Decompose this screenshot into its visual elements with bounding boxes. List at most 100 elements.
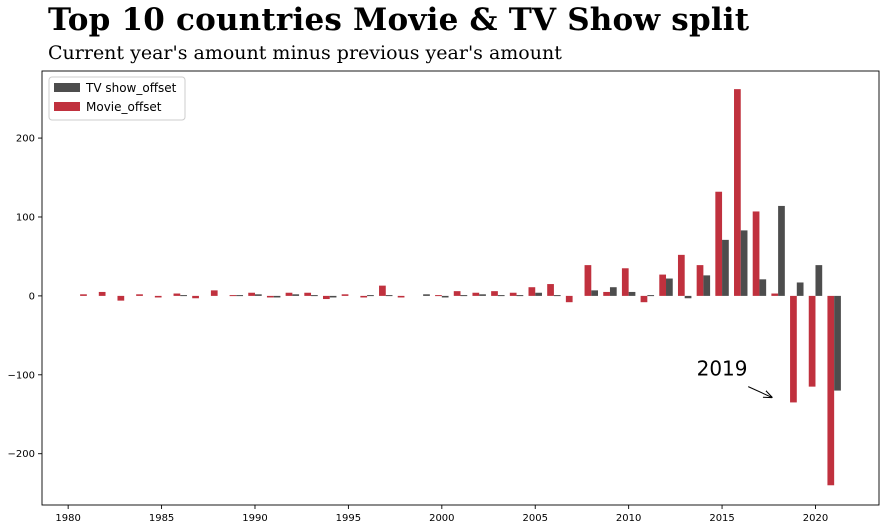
movie-bar-1987 bbox=[192, 295, 199, 299]
tv-show-bar-1996 bbox=[367, 295, 374, 297]
movie-bar-1998 bbox=[397, 295, 405, 298]
movie-bar-1994 bbox=[322, 295, 330, 300]
x-tick-label-1995: 1995 bbox=[336, 513, 361, 524]
annotation-arrow bbox=[748, 386, 772, 398]
plot-frame bbox=[41, 70, 880, 506]
movie-bar-2021 bbox=[827, 295, 835, 486]
movie-bar-2004 bbox=[509, 292, 517, 296]
tv-show-bar-1991 bbox=[273, 295, 281, 298]
tv-show-bar-2005 bbox=[535, 292, 542, 296]
tv-show-bar-2021 bbox=[834, 295, 841, 391]
legend-box bbox=[48, 76, 186, 121]
tv-show-bar-2000 bbox=[441, 295, 449, 298]
chart-title: Top 10 countries Movie & TV Show split bbox=[48, 2, 750, 38]
legend-swatch-1 bbox=[54, 102, 80, 111]
movie-bar-1993 bbox=[304, 292, 312, 296]
tv-show-bar-2020 bbox=[815, 265, 823, 296]
tv-show-bar-2017 bbox=[759, 279, 767, 296]
tv-show-bar-1986 bbox=[180, 295, 187, 297]
x-tick-label-2005: 2005 bbox=[523, 513, 548, 524]
x-tick-label-2015: 2015 bbox=[709, 513, 734, 524]
annotation: 2019 bbox=[697, 357, 773, 398]
movie-bar-2012 bbox=[659, 274, 667, 296]
movie-bar-2015 bbox=[715, 191, 723, 296]
tv-show-bar-1992 bbox=[292, 294, 300, 296]
movie-bar-2018 bbox=[771, 293, 779, 296]
movie-bar-2020 bbox=[808, 295, 816, 387]
tv-show-bar-2012 bbox=[666, 278, 673, 296]
x-tick-label-2000: 2000 bbox=[429, 513, 454, 524]
x-tick-label-1980: 1980 bbox=[55, 513, 80, 524]
tv-show-bar-1997 bbox=[385, 295, 393, 297]
movie-bar-2007 bbox=[565, 295, 573, 303]
movie-bar-1983 bbox=[117, 295, 125, 301]
movie-bar-2011 bbox=[640, 295, 648, 303]
tv-show-bar-1993 bbox=[311, 295, 318, 297]
tv-show-bar-1989 bbox=[236, 295, 244, 297]
axes-layer: 1980 1985 1990 1995 2000 2005 2010 2015 2020−200… bbox=[8, 70, 880, 524]
movie-bar-2002 bbox=[472, 292, 480, 296]
movie-bar-1989 bbox=[229, 295, 237, 297]
movie-bar-1990 bbox=[248, 292, 255, 296]
tv-show-bar-2010 bbox=[628, 291, 636, 296]
y-tick-label-200: 200 bbox=[16, 134, 35, 145]
movie-bar-1996 bbox=[360, 295, 368, 298]
movie-bar-2010 bbox=[621, 268, 629, 296]
movie-bar-2017 bbox=[752, 211, 760, 296]
tv-show-bar-2014 bbox=[703, 275, 711, 296]
legend-swatch-0 bbox=[54, 83, 80, 92]
tv-show-bar-2008 bbox=[591, 290, 599, 296]
movie-bar-2016 bbox=[734, 89, 741, 296]
tv-show-bar-2001 bbox=[460, 295, 468, 297]
legend-label-1: Movie_offset bbox=[86, 100, 162, 114]
tv-show-bar-2015 bbox=[722, 239, 729, 296]
movie-bar-1984 bbox=[136, 294, 143, 296]
tv-show-bar-2002 bbox=[479, 294, 486, 296]
tv-show-bar-2003 bbox=[497, 295, 505, 297]
x-tick-label-1990: 1990 bbox=[242, 513, 267, 524]
y-tick-label--100: −100 bbox=[8, 370, 35, 381]
tv-show-bar-2006 bbox=[553, 295, 561, 297]
chart-subtitle: Current year's amount minus previous yea… bbox=[48, 42, 562, 64]
tv-show-bar-1990 bbox=[254, 294, 262, 296]
movie-bar-2009 bbox=[603, 291, 610, 296]
movie-bar-2014 bbox=[696, 265, 704, 296]
legend-label-0: TV show_offset bbox=[85, 81, 177, 95]
movie-bar-1991 bbox=[266, 295, 274, 298]
movie-bar-1986 bbox=[173, 293, 181, 296]
x-tick-label-2010: 2010 bbox=[616, 513, 641, 524]
tv-show-bar-2018 bbox=[778, 205, 785, 296]
movie-bar-1997 bbox=[379, 285, 386, 296]
movie-bar-2001 bbox=[453, 291, 461, 296]
movie-bar-2005 bbox=[528, 287, 536, 296]
tv-show-bar-1999 bbox=[423, 294, 430, 296]
tv-show-bar-2011 bbox=[647, 295, 655, 297]
movie-bar-1981 bbox=[80, 294, 87, 296]
movie-bar-1992 bbox=[285, 292, 293, 296]
x-tick-label-2020: 2020 bbox=[803, 513, 828, 524]
movie-bar-2019 bbox=[790, 295, 797, 403]
movie-bar-2006 bbox=[547, 284, 554, 296]
y-tick-label--200: −200 bbox=[8, 449, 35, 460]
movie-bar-2008 bbox=[584, 265, 592, 296]
tv-show-bar-2013 bbox=[684, 295, 692, 299]
tv-show-bar-2004 bbox=[516, 295, 524, 297]
movie-bar-1988 bbox=[210, 290, 218, 296]
movie-bar-2013 bbox=[677, 254, 685, 296]
annotation-text: 2019 bbox=[697, 357, 748, 381]
tv-show-bar-1994 bbox=[329, 295, 337, 298]
tv-show-bar-2009 bbox=[609, 287, 617, 296]
movie-bar-1995 bbox=[341, 294, 349, 296]
movie-bar-2003 bbox=[491, 291, 498, 296]
tv-show-bar-2019 bbox=[796, 282, 804, 296]
movie-bar-1985 bbox=[154, 295, 162, 298]
y-tick-label-100: 100 bbox=[16, 212, 35, 223]
legend: TV show_offset Movie_offset bbox=[48, 76, 186, 121]
tv-show-bar-2016 bbox=[740, 230, 748, 296]
x-tick-label-1985: 1985 bbox=[149, 513, 174, 524]
y-tick-label-0: 0 bbox=[29, 291, 35, 302]
movie-bar-1982 bbox=[98, 291, 106, 296]
movie-bar-2000 bbox=[435, 295, 442, 297]
bars-layer bbox=[80, 89, 841, 486]
